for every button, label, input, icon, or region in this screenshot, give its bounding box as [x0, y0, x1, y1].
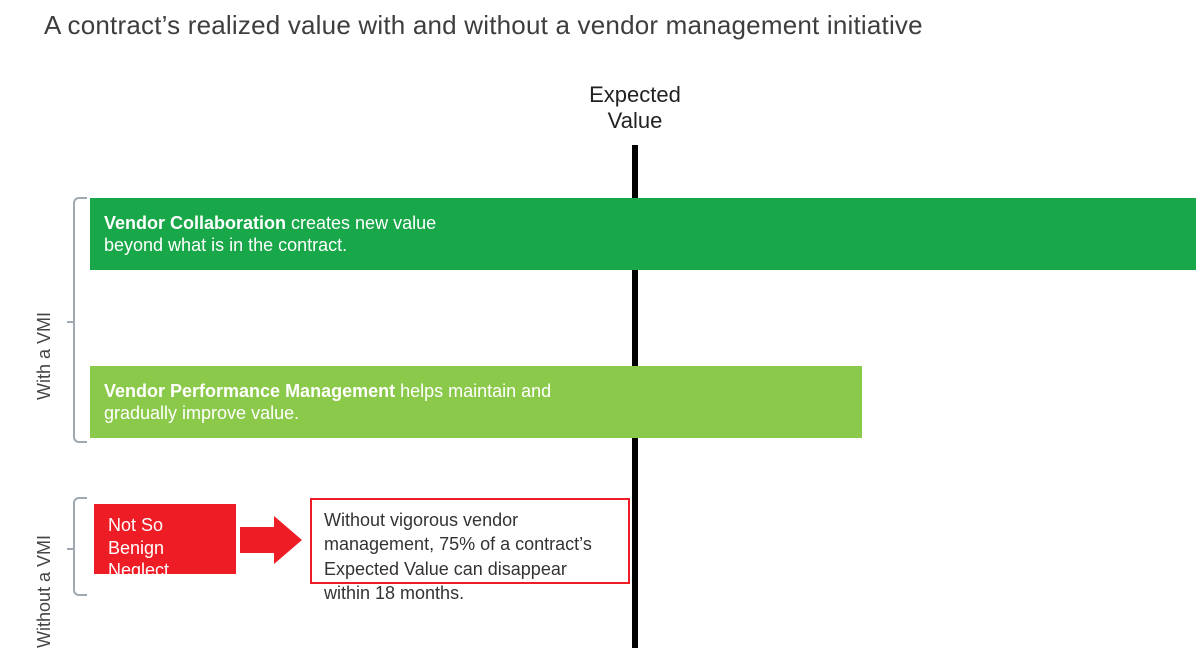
expected-value-line2: Value [608, 108, 663, 133]
arrow-right-icon [240, 516, 302, 564]
group-label-with-vmi: With a VMI [34, 312, 55, 400]
bracket-without-vmi [73, 497, 87, 596]
bar-vendor-collaboration-bold: Vendor Collaboration [104, 213, 286, 233]
bracket-without-vmi-tail [67, 548, 75, 550]
bar-vendor-performance-bold: Vendor Performance Management [104, 381, 395, 401]
group-label-without-vmi: Without a VMI [34, 535, 55, 648]
neglect-line1: Not So Benign [108, 515, 164, 558]
bar-vendor-performance-text: Vendor Performance Management helps main… [104, 380, 564, 425]
bracket-with-vmi-tail [67, 321, 75, 323]
bar-vendor-collaboration: Vendor Collaboration creates new value b… [90, 198, 1196, 270]
neglect-box: Not So Benign Neglect [94, 504, 236, 574]
bar-vendor-collaboration-text: Vendor Collaboration creates new value b… [104, 212, 464, 257]
chart-title: A contract’s realized value with and wit… [44, 10, 923, 41]
callout-box: Without vigorous vendor management, 75% … [310, 498, 630, 584]
expected-value-line1: Expected [589, 82, 681, 107]
expected-value-label: Expected Value [565, 82, 705, 135]
bracket-with-vmi [73, 197, 87, 443]
callout-text: Without vigorous vendor management, 75% … [324, 510, 592, 603]
neglect-line2: Neglect [108, 560, 169, 580]
bar-vendor-performance: Vendor Performance Management helps main… [90, 366, 862, 438]
